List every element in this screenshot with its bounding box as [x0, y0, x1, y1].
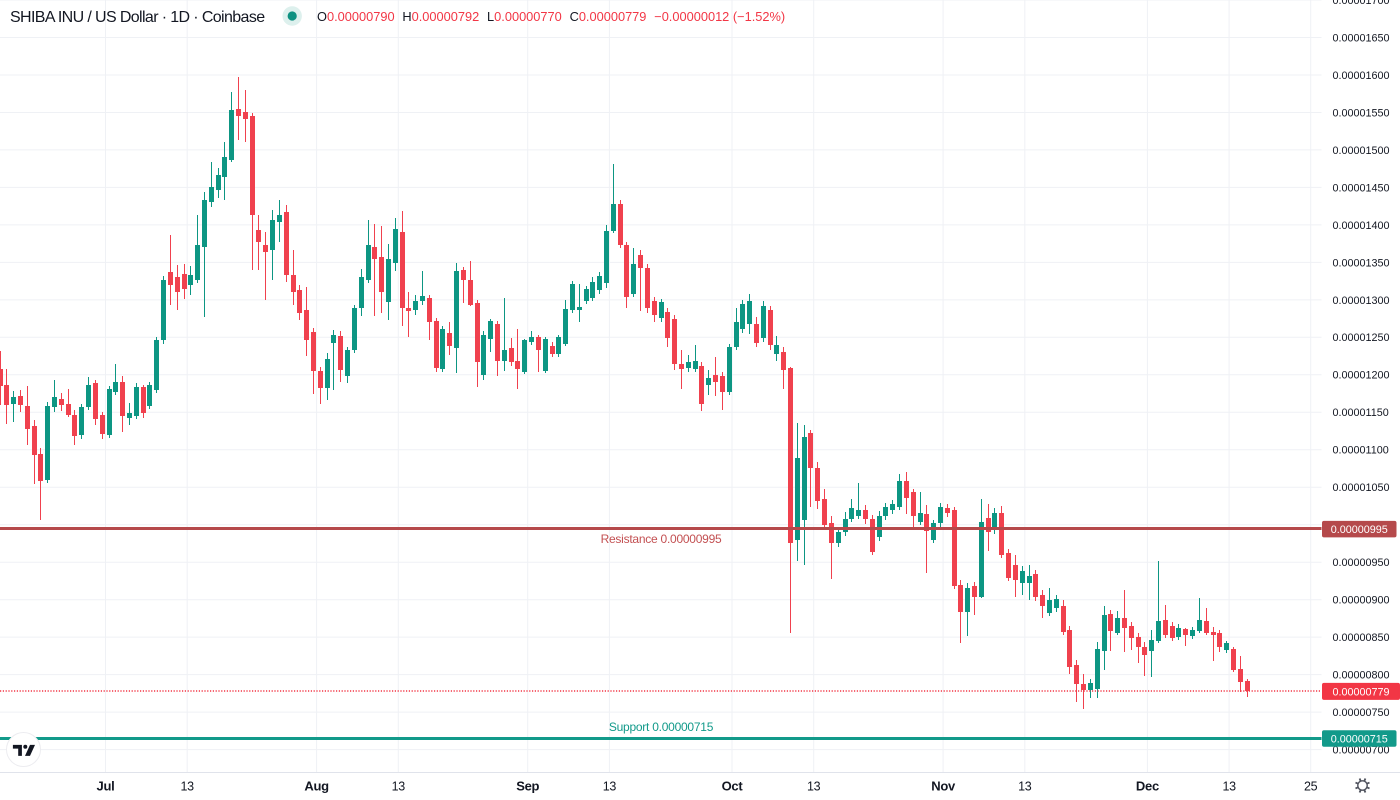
- svg-text:0.00001400: 0.00001400: [1333, 220, 1390, 232]
- svg-text:0.00001150: 0.00001150: [1333, 407, 1389, 419]
- svg-text:Support 0.00000715: Support 0.00000715: [609, 720, 714, 734]
- svg-text:0.00000950: 0.00000950: [1333, 557, 1390, 569]
- svg-text:0.00001600: 0.00001600: [1333, 70, 1390, 82]
- svg-text:0.00001250: 0.00001250: [1333, 332, 1390, 344]
- svg-text:SHIBA INU / US Dollar · 1D · C: SHIBA INU / US Dollar · 1D · Coinbase: [10, 9, 265, 26]
- svg-text:Jul: Jul: [97, 778, 115, 793]
- svg-text:0.00001300: 0.00001300: [1333, 295, 1390, 307]
- svg-text:Dec: Dec: [1136, 778, 1159, 793]
- svg-text:Oct: Oct: [722, 778, 744, 793]
- svg-text:0.00000900: 0.00000900: [1333, 595, 1390, 607]
- svg-text:13: 13: [392, 779, 406, 793]
- svg-text:13: 13: [1222, 779, 1236, 793]
- svg-text:0.00000995: 0.00000995: [1331, 524, 1388, 536]
- svg-text:13: 13: [603, 779, 617, 793]
- svg-text:13: 13: [181, 779, 195, 793]
- svg-text:0.00000750: 0.00000750: [1333, 707, 1390, 719]
- svg-text:0.00001450: 0.00001450: [1333, 182, 1390, 194]
- svg-text:0.00001200: 0.00001200: [1333, 370, 1390, 382]
- svg-text:0.00001700: 0.00001700: [1333, 0, 1390, 7]
- svg-text:Nov: Nov: [931, 778, 956, 793]
- svg-text:0.00001350: 0.00001350: [1333, 257, 1390, 269]
- svg-text:0.00001650: 0.00001650: [1333, 32, 1390, 44]
- svg-text:0.00001100: 0.00001100: [1333, 445, 1389, 457]
- svg-text:Resistance 0.00000995: Resistance 0.00000995: [601, 532, 722, 546]
- svg-text:13: 13: [1018, 779, 1032, 793]
- svg-text:Aug: Aug: [304, 778, 329, 793]
- svg-text:25: 25: [1304, 779, 1318, 793]
- svg-text:0.00001550: 0.00001550: [1333, 107, 1390, 119]
- svg-text:Sep: Sep: [516, 778, 539, 793]
- svg-text:0.00000715: 0.00000715: [1331, 733, 1388, 745]
- svg-text:0.00000700: 0.00000700: [1333, 745, 1390, 757]
- svg-text:0.00000779: 0.00000779: [1332, 686, 1389, 698]
- svg-text:13: 13: [807, 779, 821, 793]
- svg-text:0.00000800: 0.00000800: [1333, 670, 1390, 682]
- svg-text:0.00001500: 0.00001500: [1333, 145, 1390, 157]
- svg-text:0.00000850: 0.00000850: [1333, 632, 1390, 644]
- svg-text:0.00001050: 0.00001050: [1333, 482, 1390, 494]
